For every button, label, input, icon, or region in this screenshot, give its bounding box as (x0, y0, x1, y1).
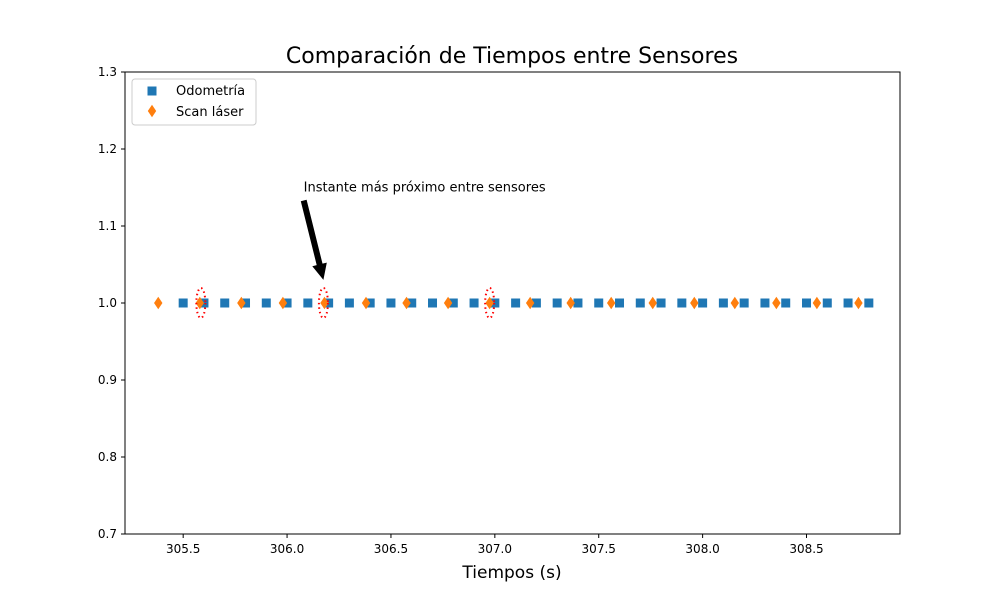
y-tick-label: 1.0 (98, 296, 117, 310)
odometria-point (303, 298, 313, 308)
odometria-point (677, 298, 687, 308)
odometria-point (594, 298, 604, 308)
scan-laser-point (648, 296, 657, 310)
chart-title: Comparación de Tiempos entre Sensores (286, 44, 738, 69)
odometria-point (802, 298, 812, 308)
legend-box (131, 78, 257, 126)
odometria-point (573, 298, 583, 308)
odometria-point (428, 298, 438, 308)
scan-laser-point (690, 296, 699, 310)
scan-laser-point (195, 296, 204, 310)
highlight-ellipse (317, 287, 329, 319)
y-axis-ticks: 0.7 0.8 0.9 1.0 1.1 1.2 1.3 (98, 65, 125, 541)
x-tick-label: 305.5 (166, 542, 200, 556)
x-tick-label: 307.0 (478, 542, 512, 556)
odometria-point (718, 298, 728, 308)
annotation: Instante más próximo entre sensores (300, 181, 546, 280)
odometria-point (552, 298, 562, 308)
odometria-point (615, 298, 625, 308)
x-tick-label: 308.5 (789, 542, 823, 556)
odometria-point (386, 298, 396, 308)
scan-laser-point (730, 296, 740, 310)
y-tick-label: 0.8 (98, 450, 117, 464)
odometria-point (344, 298, 354, 308)
y-tick-label: 0.9 (98, 373, 117, 387)
annotation-arrow (300, 199, 327, 280)
odometria-point (531, 298, 541, 308)
y-tick-label: 1.1 (98, 219, 117, 233)
scan-laser-point (485, 296, 494, 310)
odometria-point (407, 298, 417, 308)
scan-laser-point (237, 296, 246, 310)
y-tick-label: 0.7 (98, 527, 117, 541)
odometria-point (698, 298, 708, 308)
highlight-ellipse (484, 287, 496, 319)
scan-laser-point (361, 296, 371, 310)
odometria-point (511, 298, 521, 308)
scan-laser-point (525, 296, 535, 310)
odometria-point (739, 298, 749, 308)
axes-frame (124, 71, 901, 535)
odometria-point (781, 298, 791, 308)
y-tick-label: 1.3 (98, 65, 117, 79)
x-tick-label: 308.0 (685, 542, 719, 556)
odometria-point (864, 298, 874, 308)
odometria-point (656, 298, 666, 308)
highlight-ellipse (195, 287, 207, 319)
scan-laser-point (443, 296, 453, 310)
odometria-point (843, 298, 853, 308)
legend-marker-odometria (147, 86, 157, 96)
scan-laser-point (854, 296, 863, 310)
odometria-point (261, 298, 271, 308)
legend-label-odometria: Odometría (176, 84, 245, 99)
x-tick-label: 306.0 (270, 542, 304, 556)
scan-laser-point (772, 296, 781, 310)
legend-marker-scan-laser (147, 104, 157, 118)
odometria-point (178, 298, 188, 308)
scan-laser-point (320, 296, 329, 310)
x-axis-ticks: 305.5 306.0 306.5 307.0 307.5 308.0 308.5 (166, 534, 824, 556)
odometria-point (490, 298, 500, 308)
annotation-text: Instante más próximo entre sensores (304, 181, 546, 196)
scan-laser-point (278, 296, 288, 310)
highlight-ellipses (195, 287, 496, 319)
odometria-point (822, 298, 832, 308)
odometria-point (760, 298, 770, 308)
x-axis-label: Tiempos (s) (461, 563, 561, 583)
scan-laser-point (402, 296, 411, 310)
scan-laser-point (154, 296, 163, 310)
legend-label-scan-laser: Scan láser (176, 105, 244, 120)
scan-laser-point (606, 296, 616, 310)
legend: Odometría Scan láser (131, 78, 257, 126)
odometria-point (220, 298, 230, 308)
odometria-point (448, 298, 458, 308)
x-tick-label: 307.5 (582, 542, 616, 556)
y-tick-label: 1.2 (98, 142, 117, 156)
x-tick-label: 306.5 (374, 542, 408, 556)
odometria-point (635, 298, 645, 308)
odometria-point (469, 298, 479, 308)
scan-laser-point (566, 296, 575, 310)
scan-laser-point (812, 296, 822, 310)
plot-area (154, 296, 874, 310)
